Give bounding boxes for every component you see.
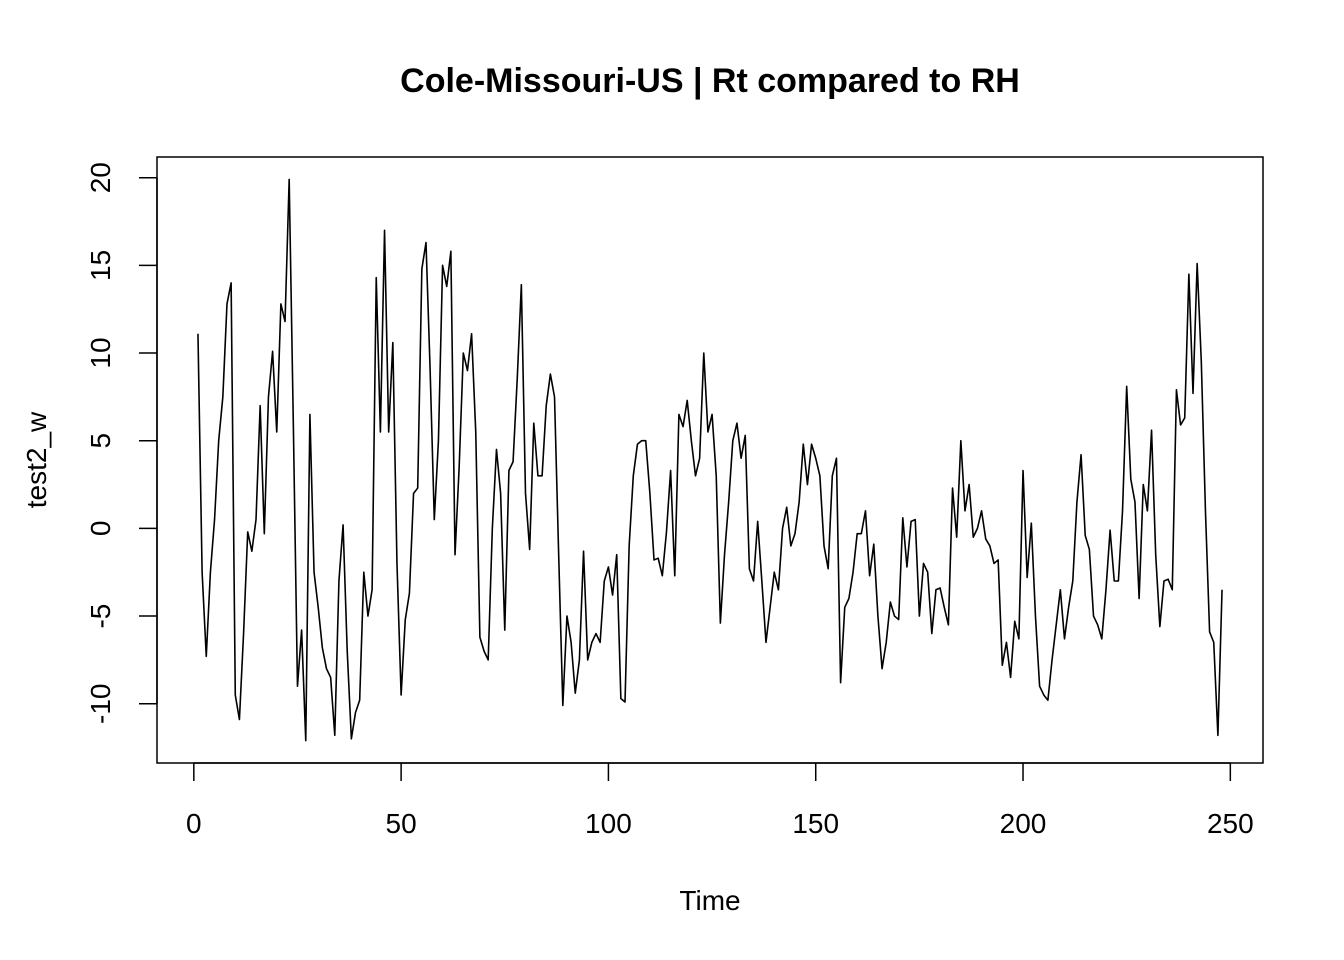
y-tick-label: 20 <box>85 162 116 193</box>
y-tick-label: 0 <box>85 521 116 537</box>
y-tick-label: -5 <box>85 604 116 629</box>
x-tick-label: 100 <box>585 808 632 839</box>
series-line <box>197 178 1223 742</box>
y-axis-label: test2_w <box>21 411 52 508</box>
x-axis-label: Time <box>679 885 740 916</box>
y-tick-label: 10 <box>85 337 116 368</box>
x-tick-label: 50 <box>386 808 417 839</box>
x-tick-label: 200 <box>1000 808 1047 839</box>
x-tick-label: 0 <box>186 808 202 839</box>
y-tick-label: 15 <box>85 250 116 281</box>
y-tick-label: 5 <box>85 433 116 449</box>
chart-title: Cole-Missouri-US | Rt compared to RH <box>400 62 1020 100</box>
y-tick-label: -10 <box>85 683 116 723</box>
x-tick-label: 250 <box>1207 808 1254 839</box>
x-tick-label: 150 <box>792 808 839 839</box>
